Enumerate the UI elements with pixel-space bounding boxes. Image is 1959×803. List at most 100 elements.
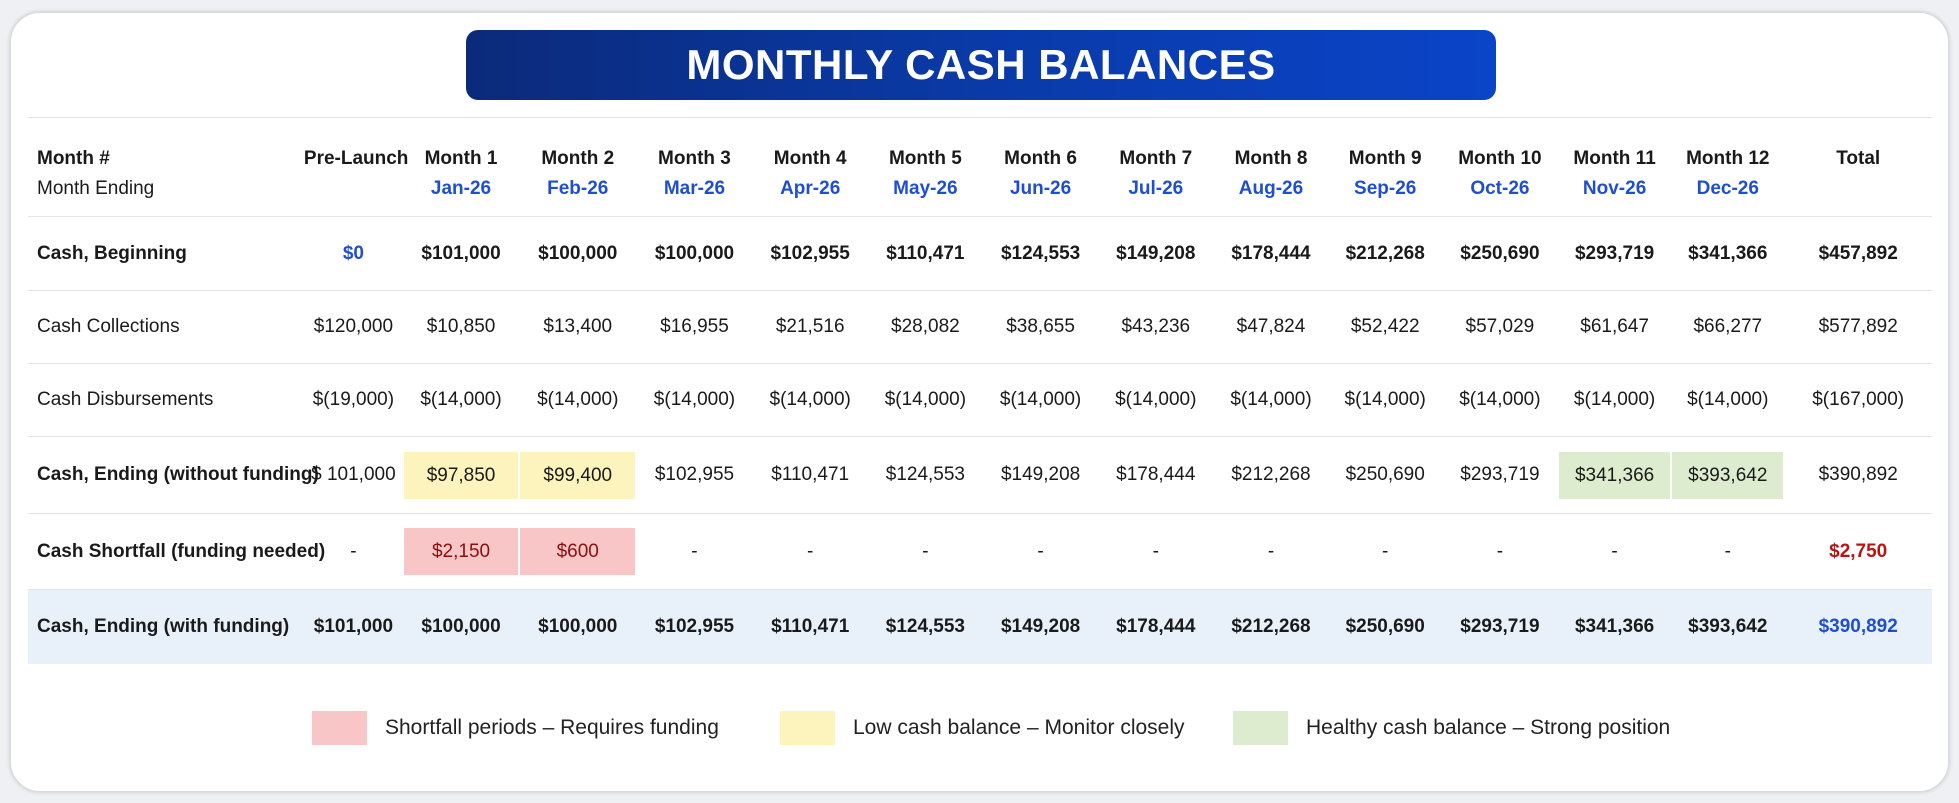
legend-swatch-low [780, 711, 835, 745]
cell-cash-ending-without-m5-value: $124,553 [885, 464, 965, 485]
header-month-11-value: Month 11 [1573, 148, 1656, 169]
cell-pre-cash-ending-with: $101,000 [303, 589, 403, 664]
cell-cash-disbursements-m5-value: $(14,000) [884, 389, 967, 410]
header-pre-launch: Pre-Launch [303, 117, 408, 172]
cell-cash-ending-with-m10-value: $293,719 [1460, 616, 1540, 637]
header-date-9-value: Sep-26 [1354, 178, 1417, 199]
cell-cash-collections-m5-value: $28,082 [891, 316, 960, 337]
cell-cash-collections-m10-value: $57,029 [1465, 316, 1535, 337]
cell-total-cash-ending-with-value: $390,892 [1818, 616, 1898, 637]
header-date-5: May-26 [868, 172, 983, 217]
cell-cash-ending-with-m7-value: $178,444 [1116, 616, 1196, 637]
cell-cash-ending-without-m3-value: $102,955 [654, 464, 735, 485]
cell-cash-disbursements-m1-value: $(14,000) [420, 389, 502, 410]
legend-low: Low cash balance – Monitor closely [780, 711, 1185, 745]
row-label-cash-beginning: Cash, Beginning [28, 216, 304, 291]
header-date-3: Mar-26 [636, 172, 752, 217]
cell-cash-shortfall-m5-value: - [922, 540, 929, 562]
cell-cash-ending-without-m1-value: $97,850 [403, 451, 519, 499]
cell-cash-ending-with-m1-value: $100,000 [421, 616, 501, 637]
row-label-cash-collections: Cash Collections [28, 290, 304, 364]
cell-cash-collections-m1: $10,850 [402, 290, 520, 364]
cell-cash-shortfall-m6: - [982, 513, 1099, 590]
cell-pre-cash-disbursements-value: $(19,000) [312, 389, 395, 410]
cell-cash-beginning-m5: $110,471 [867, 216, 983, 291]
cell-cash-ending-with-m4-value: $110,471 [771, 616, 850, 637]
header-month-2: Month 2 [519, 117, 637, 172]
cell-cash-disbursements-m8-value: $(14,000) [1230, 389, 1312, 410]
cell-cash-ending-without-m4-value: $110,471 [771, 464, 850, 485]
cell-pre-cash-ending-without: $ 101,000 [303, 436, 403, 514]
cell-cash-ending-with-m2-value: $100,000 [538, 616, 618, 637]
row-label-cash-ending-without-value: Cash, Ending (without funding) [37, 464, 319, 485]
header-month-1: Month 1 [402, 117, 520, 172]
cell-cash-disbursements-m9: $(14,000) [1328, 363, 1442, 437]
cell-cash-disbursements-m3-value: $(14,000) [653, 389, 736, 410]
cell-pre-cash-collections: $120,000 [303, 290, 403, 364]
cell-cash-shortfall-m4: - [752, 513, 868, 590]
header-date-6-value: Jun-26 [1009, 178, 1072, 199]
header-month-1-value: Month 1 [424, 148, 498, 169]
cell-cash-ending-without-m8: $212,268 [1213, 436, 1329, 514]
cell-cash-beginning-m1: $101,000 [402, 216, 520, 291]
header-date-12: Dec-26 [1671, 172, 1784, 217]
legend-label-low: Low cash balance – Monitor closely [853, 716, 1185, 739]
row-cash-beginning: Cash, Beginning $0 $101,000 $100,000 $100,00… [28, 216, 1932, 291]
cell-cash-shortfall-m4-value: - [807, 540, 814, 562]
cell-pre-cash-collections-value: $120,000 [313, 316, 394, 337]
row-label-cash-disbursements-value: Cash Disbursements [37, 389, 214, 410]
header-date-1: Jan-26 [403, 172, 519, 217]
cell-cash-shortfall-m9: - [1328, 513, 1442, 590]
cash-balance-table: Month # Pre-Launch Month 1 Month 2 Month 3 Mo… [28, 117, 1932, 664]
cell-cash-ending-without-m10-value: $293,719 [1460, 464, 1540, 485]
header-month-6: Month 6 [982, 117, 1099, 172]
legend-label-healthy: Healthy cash balance – Strong position [1306, 716, 1671, 739]
cell-cash-beginning-m6-value: $124,553 [1000, 242, 1081, 264]
header-date-1-value: Jan-26 [430, 178, 492, 199]
legend-shortfall: Shortfall periods – Requires funding [312, 711, 719, 745]
cell-cash-shortfall-m6-value: - [1037, 540, 1044, 562]
cell-cash-ending-with-m4: $110,471 [752, 589, 868, 664]
cell-pre-cash-ending-with-value: $101,000 [313, 616, 394, 637]
cell-cash-ending-with-m10: $293,719 [1441, 589, 1558, 664]
cell-pre-cash-beginning: $0 [303, 216, 403, 291]
cell-cash-ending-without-m1: $97,850 [402, 436, 520, 514]
header-month-11: Month 11 [1558, 117, 1672, 172]
cell-cash-collections-m7-value: $43,236 [1121, 316, 1191, 337]
cell-pre-cash-disbursements: $(19,000) [303, 363, 403, 437]
cell-cash-shortfall-m3: - [636, 513, 753, 590]
cell-cash-ending-with-m12: $393,642 [1671, 589, 1785, 664]
row-label-cash-shortfall-value: Cash Shortfall (funding needed) [37, 540, 326, 562]
cell-cash-ending-without-m2: $99,400 [519, 436, 637, 514]
header-total-value: Total [1836, 148, 1881, 169]
cell-cash-ending-with-m8-value: $212,268 [1231, 616, 1311, 637]
header-month-9-value: Month 9 [1348, 148, 1422, 169]
cell-cash-shortfall-m2: $600 [519, 513, 637, 590]
cell-cash-ending-without-m10: $293,719 [1441, 436, 1558, 514]
cell-cash-beginning-m8-value: $178,444 [1231, 242, 1311, 264]
cell-cash-ending-with-m5: $124,553 [867, 589, 983, 664]
cell-cash-shortfall-m7-value: - [1152, 540, 1159, 562]
cell-cash-beginning-m6: $124,553 [982, 216, 1099, 291]
header-month-10: Month 10 [1441, 117, 1558, 172]
header-month-4-value: Month 4 [773, 148, 847, 169]
row-label-cash-ending-with: Cash, Ending (with funding) [28, 589, 304, 664]
cell-cash-collections-m8: $47,824 [1213, 290, 1329, 364]
cell-pre-cash-shortfall-value: - [350, 540, 357, 562]
header-pre-launch-value: Pre-Launch [303, 148, 409, 169]
header-date-11-value: Nov-26 [1582, 178, 1647, 199]
cell-cash-ending-with-m7: $178,444 [1098, 589, 1214, 664]
cell-cash-disbursements-m2: $(14,000) [519, 363, 637, 437]
cell-cash-collections-m4-value: $21,516 [775, 316, 845, 337]
cell-cash-beginning-m7-value: $149,208 [1116, 242, 1196, 264]
header-month-5-value: Month 5 [888, 148, 962, 169]
cell-cash-beginning-m9-value: $212,268 [1345, 242, 1425, 264]
cell-cash-beginning-m3-value: $100,000 [654, 242, 735, 264]
cell-cash-beginning-m12-value: $341,366 [1688, 242, 1768, 264]
cell-cash-collections-m11-value: $61,647 [1580, 316, 1649, 337]
cell-cash-shortfall-m5: - [867, 513, 983, 590]
cell-total-cash-ending-without-value: $390,892 [1818, 464, 1898, 485]
cell-pre-cash-ending-without-value: $ 101,000 [311, 464, 396, 485]
cell-cash-ending-without-m12-value: $393,642 [1672, 451, 1784, 499]
cell-cash-beginning-m10: $250,690 [1441, 216, 1558, 291]
